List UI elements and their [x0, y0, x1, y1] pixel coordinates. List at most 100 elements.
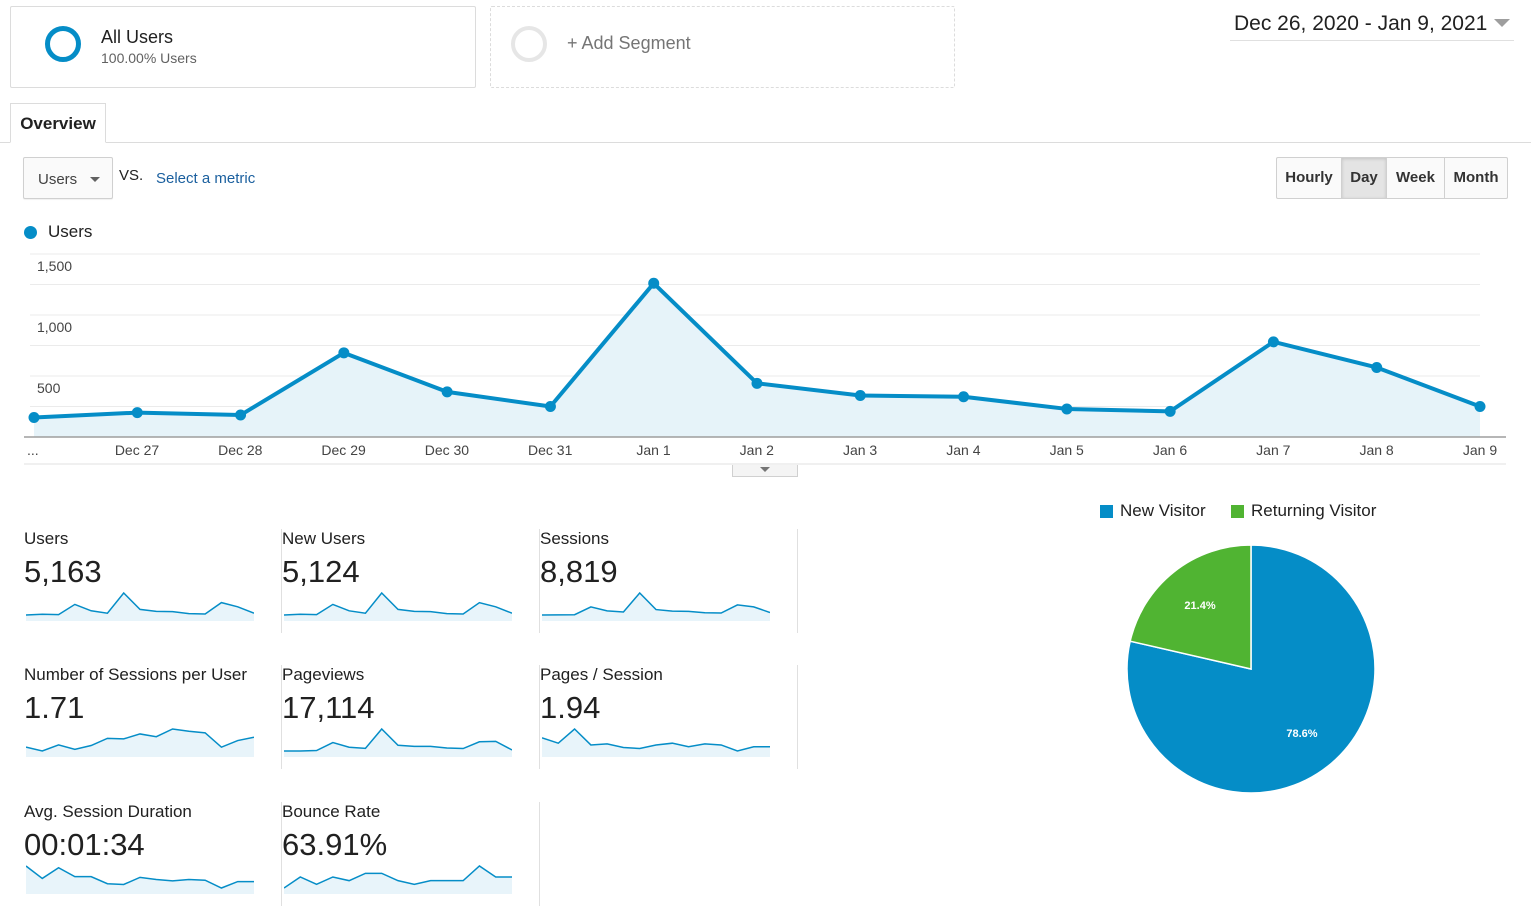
scorecard-sparkline	[26, 728, 254, 757]
scorecard[interactable]: Number of Sessions per User 1.71	[24, 665, 282, 769]
scorecard-label: Sessions	[540, 529, 609, 548]
pie-slice-label: 78.6%	[1286, 728, 1317, 740]
data-point[interactable]	[1371, 361, 1383, 373]
sparkline-line	[542, 591, 770, 616]
scorecard[interactable]: New Users 5,124	[282, 529, 540, 633]
scorecard-divider	[539, 529, 540, 633]
x-tick-label: Dec 31	[528, 442, 573, 458]
new-visitor-legend-swatch	[1100, 505, 1113, 518]
data-point[interactable]	[1267, 336, 1279, 348]
granularity-hourly-button[interactable]: Hourly	[1277, 158, 1342, 198]
scorecard-divider	[281, 529, 282, 633]
data-point[interactable]	[338, 347, 350, 359]
data-point[interactable]	[28, 411, 40, 423]
y-tick-label: 500	[37, 380, 61, 396]
data-point[interactable]	[648, 277, 660, 289]
sparkline-line	[26, 728, 254, 752]
x-tick-label: Jan 6	[1153, 442, 1187, 458]
scorecard-value: 5,124	[282, 554, 360, 589]
scorecard-sparkline	[284, 591, 512, 621]
data-point[interactable]	[441, 386, 453, 398]
scorecard[interactable]: Users 5,163	[24, 529, 282, 633]
segment-all-users[interactable]: All Users 100.00% Users	[10, 6, 476, 88]
granularity-week-button[interactable]: Week	[1387, 158, 1445, 198]
scorecard-label: Users	[24, 529, 69, 548]
data-point[interactable]	[235, 409, 247, 421]
scorecard-label: Number of Sessions per User	[24, 665, 247, 684]
segment-ring-icon	[45, 26, 81, 62]
visitor-type-pie-chart[interactable]: 78.6% 21.4%	[1120, 538, 1382, 800]
scorecard-value: 00:01:34	[24, 827, 145, 862]
x-tick-label: Jan 3	[843, 442, 877, 458]
metric-dropdown-label: Users	[38, 171, 78, 188]
date-range-picker[interactable]: Dec 26, 2020 - Jan 9, 2021	[1230, 8, 1514, 41]
sparkline-line	[26, 591, 254, 616]
returning-visitor-legend-label[interactable]: Returning Visitor	[1251, 501, 1377, 520]
granularity-toggle: Hourly Day Week Month	[1276, 157, 1508, 199]
add-segment-button[interactable]: + Add Segment	[490, 6, 955, 88]
x-tick-label: Dec 29	[321, 442, 366, 458]
sparkline-area	[26, 729, 254, 757]
sparkline-area	[284, 866, 512, 894]
data-point[interactable]	[131, 407, 143, 419]
granularity-day-button[interactable]: Day	[1342, 158, 1387, 198]
scorecard-label: Pageviews	[282, 665, 365, 684]
users-legend-label: Users	[48, 222, 93, 241]
scorecard-divider	[539, 665, 540, 769]
scorecard-sparkline	[284, 727, 512, 757]
scorecard-value: 5,163	[24, 554, 102, 589]
chevron-down-icon	[1494, 19, 1510, 27]
x-tick-label: ...	[27, 442, 39, 458]
scorecard[interactable]: Pages / Session 1.94	[540, 665, 798, 769]
x-tick-label: Dec 27	[115, 442, 160, 458]
sparkline-area	[284, 593, 512, 621]
scorecard-value: 63.91%	[282, 827, 388, 862]
metric-dropdown[interactable]: Users	[23, 157, 113, 199]
y-tick-label: 1,000	[37, 319, 72, 335]
data-point[interactable]	[1474, 401, 1486, 412]
sparkline-line	[284, 865, 512, 889]
sparkline-area	[542, 729, 770, 757]
scorecard[interactable]: Avg. Session Duration 00:01:34	[24, 802, 282, 906]
scorecard-divider	[281, 802, 282, 906]
sparkline-area	[542, 593, 770, 621]
caret-down-icon	[760, 467, 770, 472]
users-area-fill	[34, 283, 1480, 437]
x-tick-label: Dec 28	[218, 442, 263, 458]
scorecard-label: Pages / Session	[540, 665, 663, 684]
data-point[interactable]	[958, 391, 970, 403]
pie-slice-returning-visitor[interactable]	[1129, 544, 1252, 670]
chart-collapse-handle[interactable]	[732, 465, 798, 477]
sparkline-line	[284, 727, 512, 752]
sparkline-area	[26, 593, 254, 621]
vs-label: VS.	[119, 167, 144, 184]
data-point[interactable]	[1164, 405, 1176, 417]
scorecard-sparkline	[284, 865, 512, 894]
x-tick-label: Jan 9	[1463, 442, 1497, 458]
x-tick-label: Jan 5	[1050, 442, 1084, 458]
caret-down-icon	[90, 177, 100, 182]
data-point[interactable]	[1061, 403, 1073, 415]
pie-slice-label: 21.4%	[1184, 600, 1215, 612]
users-line-chart[interactable]: 1,500 1,000 500... Dec 27 Dec 28 Dec 29 Dec 30…	[0, 240, 1531, 465]
new-visitor-legend-label[interactable]: New Visitor	[1120, 501, 1206, 520]
segment-title: All Users	[101, 27, 174, 47]
x-tick-label: Jan 8	[1359, 442, 1393, 458]
scorecard[interactable]: Sessions 8,819	[540, 529, 798, 633]
users-legend-dot	[24, 226, 37, 239]
tab-overview[interactable]: Overview	[10, 103, 106, 143]
select-metric-link[interactable]: Select a metric	[156, 170, 256, 187]
scorecard-sparkline	[542, 727, 770, 757]
granularity-month-button[interactable]: Month	[1453, 169, 1499, 186]
segment-subtitle: 100.00% Users	[101, 50, 197, 66]
scorecard[interactable]: Bounce Rate 63.91%	[282, 802, 540, 906]
data-point[interactable]	[544, 401, 556, 412]
data-point[interactable]	[751, 377, 763, 389]
scorecard[interactable]: Pageviews 17,114	[282, 665, 540, 769]
scorecard-value: 17,114	[282, 690, 375, 725]
scorecard-sparkline	[26, 591, 254, 621]
segment-placeholder-ring-icon	[511, 26, 547, 62]
x-tick-label: Jan 7	[1256, 442, 1290, 458]
y-tick-label: 1,500	[37, 258, 72, 274]
data-point[interactable]	[854, 390, 866, 402]
